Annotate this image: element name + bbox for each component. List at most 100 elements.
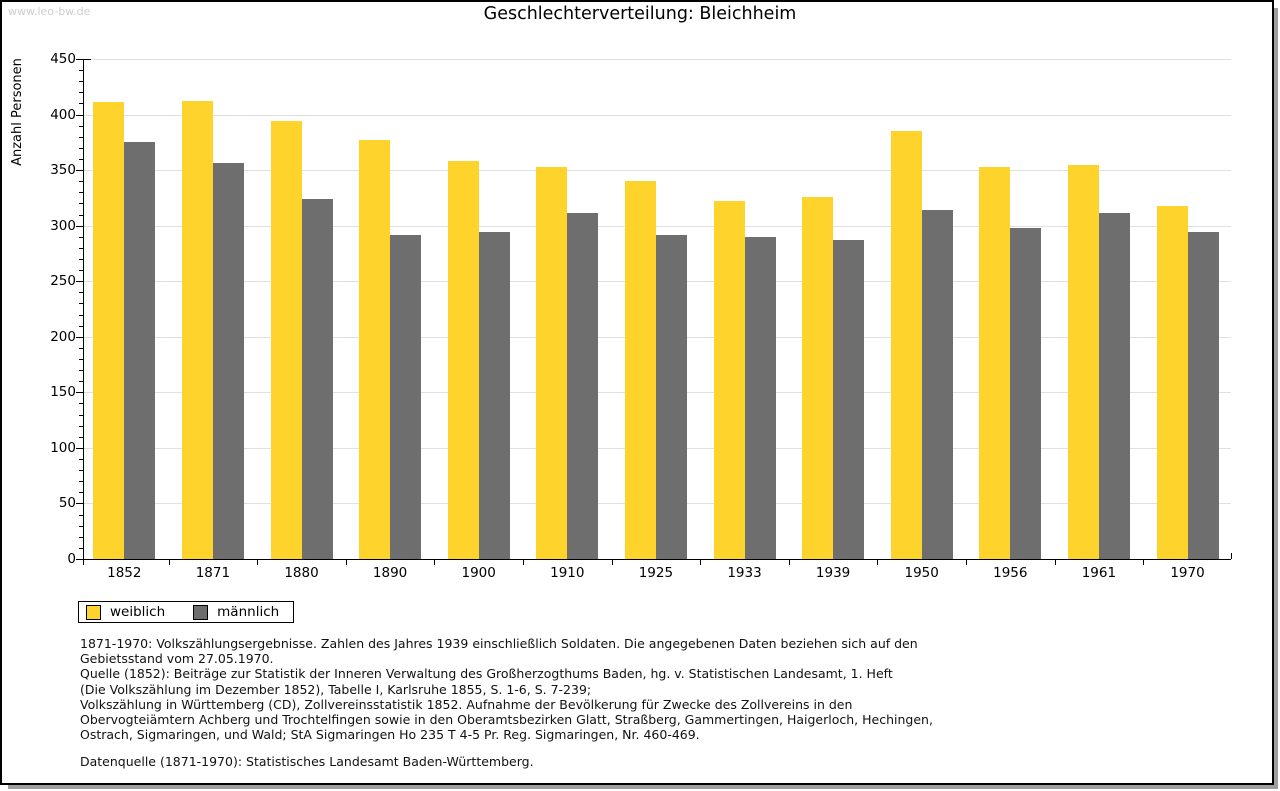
y-minor-tick — [79, 314, 83, 316]
bar-weiblich-1871 — [181, 101, 213, 559]
x-tick — [877, 559, 879, 565]
y-minor-tick — [79, 270, 83, 272]
y-major-tick — [76, 447, 83, 449]
legend-item-männlich: männlich — [193, 604, 279, 620]
y-minor-tick — [79, 259, 83, 260]
y-minor-tick — [79, 370, 83, 372]
bar-männlich-1852 — [124, 142, 156, 559]
y-axis-line — [83, 59, 84, 560]
bar-männlich-1871 — [212, 163, 244, 559]
y-minor-tick — [79, 347, 83, 349]
gridline — [83, 114, 1231, 116]
y-major-tick — [76, 114, 83, 116]
x-axis-label: 1871 — [195, 565, 231, 581]
y-minor-tick — [79, 481, 83, 483]
y-major-tick — [76, 559, 83, 560]
y-minor-tick — [79, 147, 83, 149]
x-axis-label: 1961 — [1081, 565, 1117, 581]
y-minor-tick — [79, 425, 83, 427]
y-minor-tick — [79, 381, 83, 383]
x-axis-label: 1956 — [993, 565, 1028, 581]
y-minor-tick — [79, 192, 83, 194]
x-corner-tick — [83, 559, 84, 565]
gridline — [83, 59, 1231, 60]
x-axis-label: 1910 — [550, 565, 585, 581]
y-minor-tick — [79, 403, 83, 405]
y-tick-label: 100 — [50, 439, 76, 456]
bar-weiblich-1925 — [624, 181, 656, 559]
bar-weiblich-1852 — [93, 102, 125, 559]
y-tick-label: 0 — [67, 551, 76, 567]
x-tick — [611, 559, 613, 565]
footnote-line: Quelle (1852): Beiträge zur Statistik de… — [80, 666, 893, 682]
x-tick — [345, 559, 347, 565]
bar-männlich-1956 — [1010, 227, 1042, 559]
legend-swatch-weiblich — [86, 604, 101, 620]
x-tick — [788, 559, 790, 565]
y-major-tick — [76, 59, 83, 60]
x-tick — [257, 559, 259, 565]
x-axis-label: 1900 — [461, 565, 496, 581]
y-major-tick — [76, 170, 83, 172]
y-minor-tick — [79, 236, 83, 238]
y-tick-label: 300 — [50, 217, 76, 234]
page-title: Geschlechterverteilung: Bleichheim — [483, 4, 797, 24]
bar-männlich-1925 — [655, 234, 687, 559]
bar-männlich-1939 — [833, 240, 865, 559]
y-major-tick — [76, 503, 83, 505]
bar-männlich-1900 — [478, 232, 510, 559]
y-minor-tick — [79, 359, 83, 360]
legend: weiblich männlich — [78, 601, 295, 623]
y-tick-label: 350 — [50, 162, 76, 179]
y-minor-tick — [79, 414, 83, 416]
y-axis-title: Anzahl Personen — [10, 58, 25, 166]
x-axis-label: 1890 — [372, 565, 408, 581]
x-tick — [168, 559, 170, 565]
y-minor-tick — [79, 247, 83, 249]
y-minor-tick — [79, 181, 83, 183]
footnotes: 1871-1970: Volkszählungsergebnisse. Zahl… — [80, 636, 940, 770]
x-tick — [700, 559, 702, 565]
footnote-line: (Die Volkszählung im Dezember 1852), Tab… — [80, 681, 592, 697]
x-axis-label: 1939 — [815, 565, 851, 581]
y-minor-tick — [79, 525, 83, 527]
x-axis-label: 1950 — [904, 565, 939, 581]
x-axis-label: 1933 — [727, 565, 762, 581]
y-tick-label: 200 — [50, 328, 76, 345]
x-tick — [1143, 559, 1145, 565]
legend-label: weiblich — [110, 604, 166, 620]
gridline — [83, 225, 1231, 227]
y-tick-label: 50 — [58, 495, 76, 512]
y-minor-tick — [79, 203, 83, 205]
y-minor-tick — [79, 492, 83, 494]
bar-weiblich-1890 — [359, 140, 391, 559]
footnote-line: 1871-1970: Volkszählungsergebnisse. Zahl… — [80, 636, 918, 651]
y-minor-tick — [79, 103, 83, 105]
bar-männlich-1950 — [921, 210, 953, 559]
y-minor-tick — [79, 536, 83, 538]
gridline — [83, 170, 1231, 172]
bar-weiblich-1970 — [1156, 205, 1188, 559]
bar-männlich-1933 — [744, 236, 776, 559]
footnote-line: Gebietsstand vom 27.05.1970. — [80, 651, 274, 667]
y-minor-tick — [79, 470, 83, 472]
bar-männlich-1970 — [1187, 232, 1219, 559]
bar-männlich-1890 — [390, 234, 422, 559]
x-axis-label: 1852 — [107, 565, 142, 581]
bar-weiblich-1900 — [447, 161, 479, 559]
legend-swatch-männlich — [193, 604, 209, 620]
bar-weiblich-1950 — [890, 131, 922, 559]
y-minor-tick — [79, 214, 83, 216]
y-minor-tick — [79, 92, 83, 94]
x-tick — [434, 559, 436, 565]
x-tick — [966, 559, 967, 565]
legend-label: männlich — [217, 604, 280, 620]
y-minor-tick — [79, 81, 83, 83]
y-minor-tick — [79, 547, 83, 549]
datasource-line: Datenquelle (1871-1970): Statistisches L… — [80, 754, 534, 770]
y-minor-tick — [79, 459, 83, 460]
x-axis-end-cap — [1231, 553, 1232, 559]
watermark: www.leo-bw.de — [8, 5, 91, 18]
